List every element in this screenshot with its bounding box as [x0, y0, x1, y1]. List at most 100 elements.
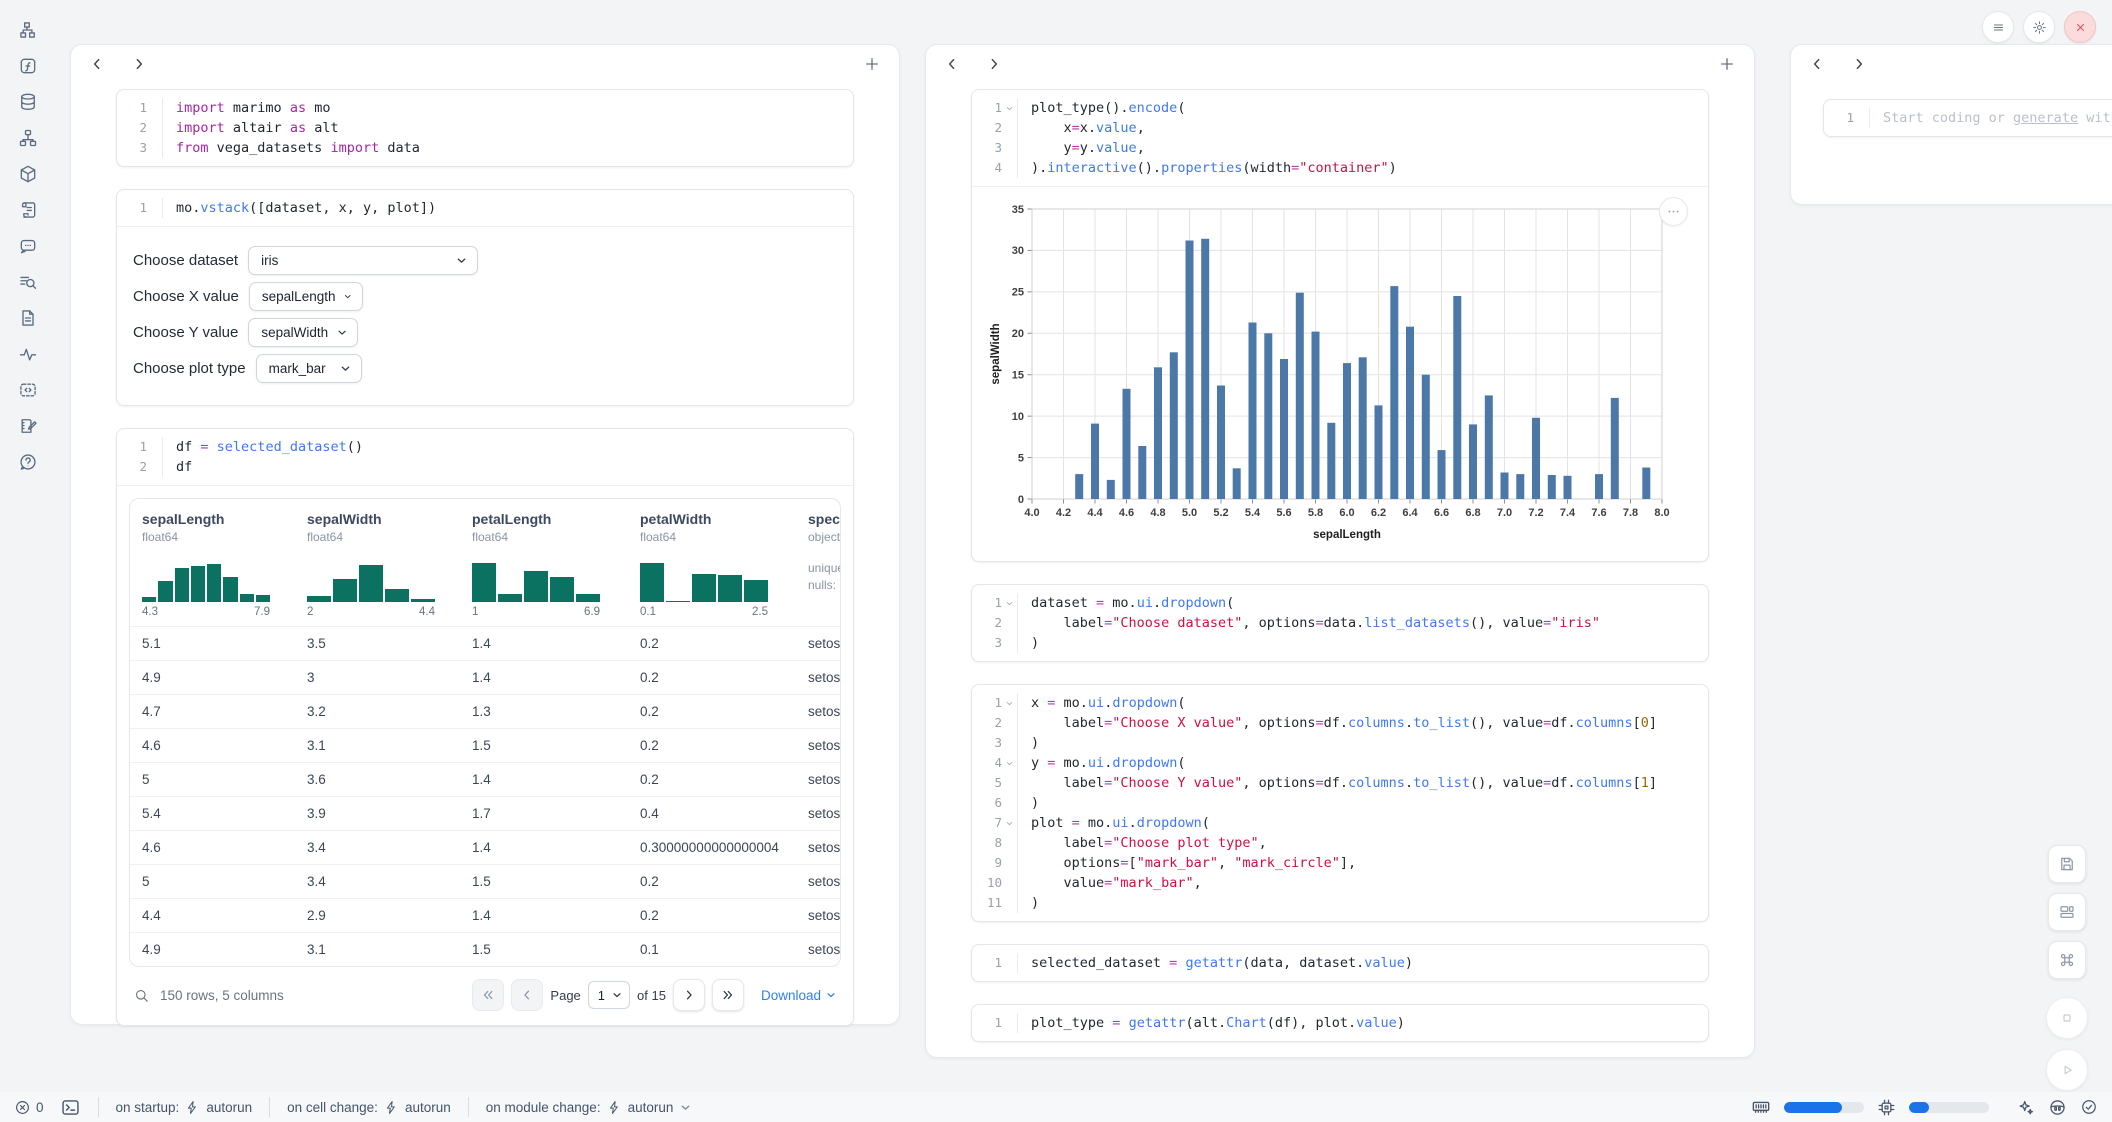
- sidebar-scratchpad-button[interactable]: [18, 200, 38, 220]
- chevron-right-icon[interactable]: [1851, 56, 1867, 72]
- dropdown-row: Choose datasetiris: [133, 245, 837, 275]
- table-cell: 3.4: [295, 874, 460, 889]
- close-button[interactable]: [2064, 11, 2096, 43]
- svg-text:5.2: 5.2: [1213, 507, 1228, 519]
- save-button[interactable]: [2048, 845, 2086, 883]
- prev-page-button[interactable]: [511, 979, 543, 1011]
- column-header-species[interactable]: speciesobjectunique:nulls:: [796, 499, 840, 626]
- table-cell: 3: [295, 670, 460, 685]
- column-header-petalLength[interactable]: petalLengthfloat6416.9: [460, 499, 628, 626]
- column-histogram: [307, 556, 435, 602]
- sidebar-functions-button[interactable]: [18, 56, 38, 76]
- first-page-button[interactable]: [472, 979, 504, 1011]
- status-bar: 0 on startup: autorun on cell change: au…: [0, 1092, 2112, 1122]
- line-number: 6: [972, 793, 1002, 813]
- settings-button[interactable]: [2023, 11, 2055, 43]
- y-value-select[interactable]: sepalWidth: [248, 318, 358, 347]
- xy-plot-dropdowns-cell: 1x = mo.ui.dropdown(2 label="Choose X va…: [971, 684, 1709, 922]
- column-header-petalWidth[interactable]: petalWidthfloat640.12.5: [628, 499, 796, 626]
- svg-text:25: 25: [1012, 287, 1024, 299]
- fold-marker-icon[interactable]: [1002, 693, 1017, 713]
- add-cell-icon[interactable]: [1718, 55, 1736, 73]
- connection-check-icon[interactable]: [2080, 1098, 2098, 1116]
- of-pages-label: of 15: [637, 988, 666, 1003]
- sidebar-notebook-button[interactable]: [18, 416, 38, 436]
- sidebar-packages-button[interactable]: [18, 164, 38, 184]
- x-value-select[interactable]: sepalLength: [249, 282, 363, 311]
- on-startup-autorun-toggle[interactable]: on startup: autorun: [116, 1100, 253, 1115]
- generate-with-ai-link[interactable]: generate: [2013, 110, 2078, 126]
- table-cell: 0.2: [628, 738, 796, 753]
- chevron-left-icon[interactable]: [89, 56, 105, 72]
- code-editor[interactable]: 1import marimo as mo2import altair as al…: [117, 90, 853, 166]
- last-page-button[interactable]: [712, 979, 744, 1011]
- svg-text:35: 35: [1012, 204, 1024, 216]
- chev-down-icon: [825, 989, 837, 1001]
- dataset-select[interactable]: iris: [248, 246, 478, 275]
- on-module-change-autorun-toggle[interactable]: on module change: autorun: [486, 1100, 693, 1115]
- plot-type-select[interactable]: mark_bar: [256, 354, 362, 383]
- search-icon[interactable]: [133, 987, 150, 1004]
- code-editor[interactable]: 1selected_dataset = getattr(data, datase…: [972, 945, 1708, 981]
- code-editor[interactable]: 1plot_type = getattr(alt.Chart(df), plot…: [972, 1005, 1708, 1041]
- terminal-icon[interactable]: [60, 1097, 81, 1118]
- empty-code-editor[interactable]: 1 Start coding or generate with: [1824, 100, 2112, 136]
- menu-button[interactable]: [1982, 11, 2014, 43]
- stop-button[interactable]: [2046, 997, 2088, 1039]
- chevron-left-icon[interactable]: [1809, 56, 1825, 72]
- sidebar-help-button[interactable]: [18, 452, 38, 472]
- layout-button[interactable]: [2048, 893, 2086, 931]
- resource-usage: [1751, 1097, 2098, 1117]
- add-cell-icon[interactable]: [863, 55, 881, 73]
- line-number: 1: [972, 98, 1002, 118]
- fold-marker-icon[interactable]: [1002, 813, 1017, 833]
- page-select[interactable]: 1: [588, 981, 630, 1009]
- sidebar-file-explorer-button[interactable]: [18, 20, 38, 40]
- fold-marker-icon[interactable]: [1002, 593, 1017, 613]
- column-dtype: object: [808, 530, 834, 544]
- fold-marker-icon[interactable]: [1002, 753, 1017, 773]
- sidebar-datasources-button[interactable]: [18, 92, 38, 112]
- on-cell-change-autorun-toggle[interactable]: on cell change: autorun: [287, 1100, 451, 1115]
- run-all-button[interactable]: [2046, 1049, 2088, 1091]
- editor-placeholder: Start coding or generate with: [1869, 108, 2112, 128]
- error-count-badge[interactable]: 0: [14, 1099, 44, 1116]
- command-palette-button[interactable]: [2048, 941, 2086, 979]
- sidebar-dependency-graph-button[interactable]: [18, 128, 38, 148]
- column-header-sepalWidth[interactable]: sepalWidthfloat6424.4: [295, 499, 460, 626]
- dropdown-row: Choose X valuesepalLength: [133, 281, 837, 311]
- chevron-left-icon[interactable]: [944, 56, 960, 72]
- next-page-button[interactable]: [673, 979, 705, 1011]
- line-number: 1: [1824, 108, 1854, 128]
- code-editor[interactable]: 1mo.vstack([dataset, x, y, plot]): [117, 190, 853, 226]
- chevron-right-icon[interactable]: [986, 56, 1002, 72]
- ai-sparkles-icon[interactable]: [2016, 1098, 2035, 1117]
- histogram-range: 0.12.5: [640, 606, 768, 618]
- copilot-icon[interactable]: [2048, 1098, 2067, 1117]
- line-number: 4: [972, 753, 1002, 773]
- fold-marker-icon[interactable]: [1002, 98, 1017, 118]
- sidebar-snippets-button[interactable]: [18, 380, 38, 400]
- table-cell: 3.1: [295, 738, 460, 753]
- column-name: petalLength: [472, 511, 622, 527]
- chevron-right-icon[interactable]: [131, 56, 147, 72]
- download-button[interactable]: Download: [761, 988, 837, 1003]
- sidebar-documentation-button[interactable]: [18, 308, 38, 328]
- sidebar-ai-chat-button[interactable]: [18, 236, 38, 256]
- table-cell: 0.2: [628, 772, 796, 787]
- sidebar-logs-search-button[interactable]: [18, 272, 38, 292]
- table-row: 4.63.11.50.2setosa: [130, 728, 840, 762]
- code-editor[interactable]: 1plot_type().encode(2 x=x.value,3 y=y.va…: [972, 90, 1708, 186]
- ram-usage-meter: [1784, 1102, 1864, 1113]
- sidebar-tracing-button[interactable]: [18, 344, 38, 364]
- chart-actions-button[interactable]: [1659, 197, 1688, 226]
- code-editor[interactable]: 1x = mo.ui.dropdown(2 label="Choose X va…: [972, 685, 1708, 921]
- table-row: 4.73.21.30.2setosa: [130, 694, 840, 728]
- column-header-sepalLength[interactable]: sepalLengthfloat644.37.9: [130, 499, 295, 626]
- menu-icon: [1991, 20, 2006, 35]
- table-cell: setosa: [796, 670, 840, 685]
- layout-grid-icon: [2058, 903, 2076, 921]
- column-name: sepalWidth: [307, 511, 454, 527]
- code-editor[interactable]: 1dataset = mo.ui.dropdown(2 label="Choos…: [972, 585, 1708, 661]
- code-editor[interactable]: 1df = selected_dataset()2df: [117, 429, 853, 485]
